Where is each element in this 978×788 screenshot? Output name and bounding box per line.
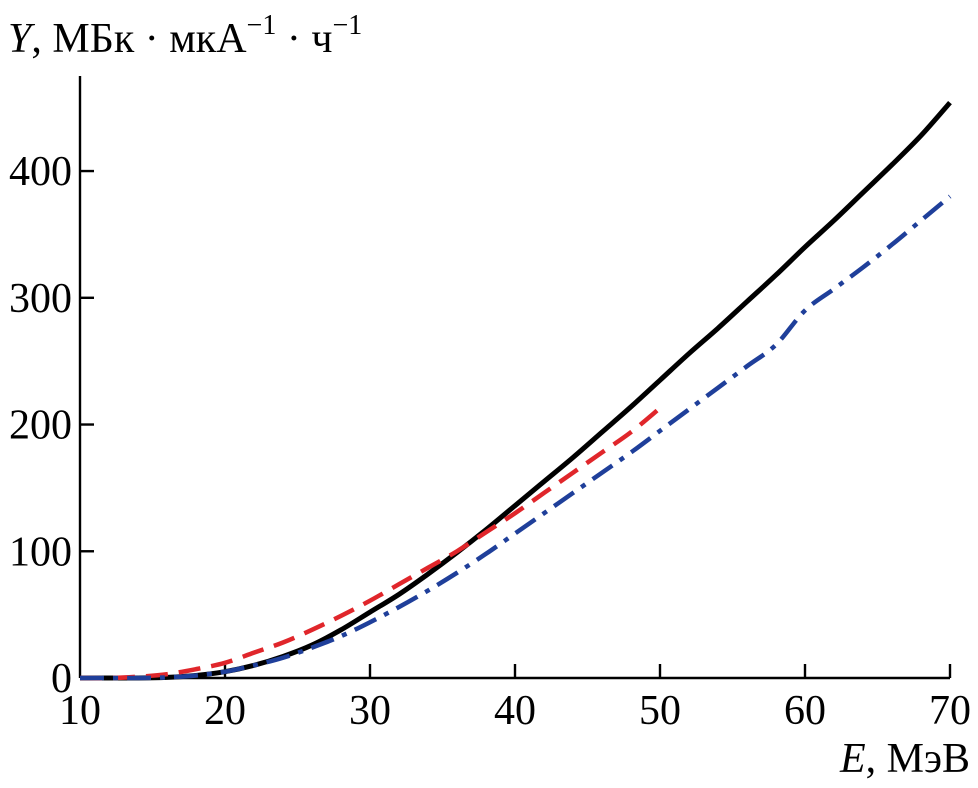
y-tick-label: 100 [9, 529, 72, 575]
x-axis-title-unit: , МэВ [866, 736, 970, 782]
axes [78, 76, 950, 680]
x-axis-title: E, МэВ [839, 736, 970, 782]
y-tick-label: 0 [51, 656, 72, 702]
x-tick-label: 60 [784, 688, 826, 734]
y-axis-title-unit: , МБк · мкА [31, 16, 247, 62]
series-layer [79, 100, 952, 681]
x-tick-label: 50 [639, 688, 681, 734]
x-tick-label: 40 [494, 688, 536, 734]
y-tick-label: 200 [9, 403, 72, 449]
series-dashed-line [79, 406, 662, 681]
x-tick-label: 30 [349, 688, 391, 734]
y-axis-title-exp2: −1 [332, 10, 362, 41]
y-axis-title-mid: · ч [276, 16, 332, 62]
x-tick-label: 20 [204, 688, 246, 734]
y-ticks: 0 100 200 300 400 [9, 149, 94, 702]
series-dash-dot-line [79, 194, 952, 681]
x-tick-label: 70 [929, 688, 971, 734]
x-tick-label: 10 [59, 688, 101, 734]
series-solid-line [79, 100, 952, 681]
y-tick-label: 400 [9, 149, 72, 195]
y-tick-label: 300 [9, 276, 72, 322]
x-ticks: 10 20 30 40 50 60 70 [59, 664, 971, 734]
x-axis-title-var: E [839, 736, 866, 782]
y-axis-title-exp1: −1 [247, 10, 277, 41]
y-axis-title: Y, МБк · мкА−1 · ч−1 [8, 10, 362, 62]
y-axis-title-var: Y [8, 16, 36, 62]
